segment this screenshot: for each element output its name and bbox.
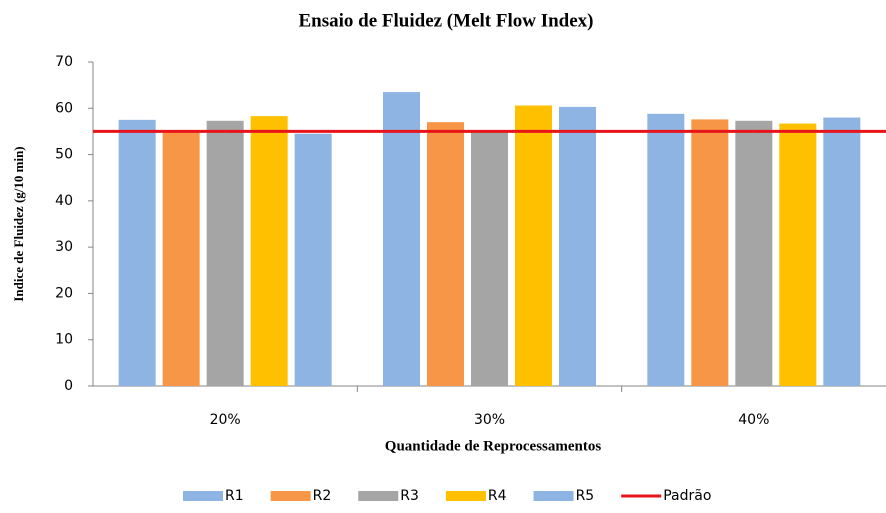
legend-label: R2 (313, 488, 332, 504)
bar (559, 106, 596, 386)
legend-swatch (270, 491, 311, 501)
bar (779, 123, 817, 386)
y-tick-label: 20 (55, 285, 73, 301)
legend-swatch (445, 491, 486, 501)
bar (206, 120, 244, 386)
legend-label: R5 (576, 488, 595, 504)
bar (735, 120, 773, 386)
bar (515, 105, 552, 386)
y-tick-label: 50 (55, 147, 73, 163)
y-tick-label: 10 (55, 332, 73, 348)
bar (427, 122, 464, 387)
y-tick-label: 30 (55, 239, 73, 255)
y-tick-label: 0 (64, 378, 73, 394)
y-axis-title: Indice de Fluidez (g/10 min) (11, 146, 26, 301)
legend-label: R3 (400, 488, 419, 504)
legend-label: R4 (488, 488, 507, 504)
x-tick-label: 40% (738, 412, 769, 428)
bar (383, 92, 420, 386)
x-tick-label: 30% (474, 412, 505, 428)
legend-label: Padrão (663, 488, 711, 504)
legend-swatch (358, 491, 399, 501)
bar (647, 113, 685, 386)
bar (118, 119, 156, 386)
legend-swatch (533, 491, 574, 501)
bar (294, 133, 332, 386)
x-tick-label: 20% (210, 412, 241, 428)
chart-title: Ensaio de Fluidez (Melt Flow Index) (298, 10, 593, 31)
x-axis-title: Quantidade de Reprocessamentos (385, 438, 602, 454)
y-tick-label: 40 (55, 193, 73, 209)
legend-label: R1 (225, 488, 244, 504)
legend-swatch (183, 491, 223, 501)
bar (471, 131, 508, 386)
bar (691, 119, 729, 386)
y-tick-label: 70 (55, 54, 73, 70)
y-tick-label: 60 (55, 100, 73, 116)
bar (823, 117, 861, 387)
bar (250, 116, 288, 386)
bar (162, 131, 200, 386)
